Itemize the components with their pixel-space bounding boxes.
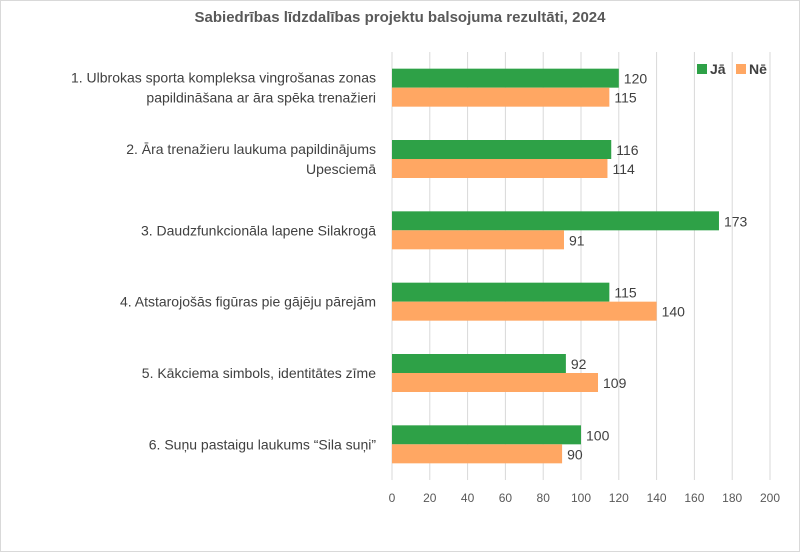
data-label: 115 — [614, 90, 637, 106]
category-label: Upesciemā — [306, 161, 376, 177]
bar-ja — [392, 354, 566, 373]
x-tick-label: 100 — [571, 491, 591, 505]
x-tick-label: 0 — [389, 491, 396, 505]
category-label: papildināšana ar āra spēka trenažieri — [146, 90, 376, 106]
x-tick-label: 120 — [609, 491, 629, 505]
bar-ne — [392, 159, 608, 178]
data-label: 116 — [616, 142, 639, 158]
bar-ne — [392, 230, 564, 250]
category-label: 5. Kākciema simbols, identitātes zīme — [142, 365, 376, 381]
bar-ne — [392, 373, 599, 392]
x-tick-label: 40 — [461, 491, 475, 505]
x-tick-label: 140 — [647, 491, 667, 505]
data-label: 120 — [624, 71, 648, 87]
bar-ja — [392, 68, 619, 88]
category-label: 1. Ulbrokas sporta kompleksa vingrošanas… — [71, 70, 376, 86]
data-label: 92 — [571, 356, 587, 372]
chart-title: Sabiedrības līdzdalības projektu balsoju… — [194, 9, 606, 26]
x-tick-label: 20 — [423, 491, 437, 505]
bar-ja — [392, 140, 612, 159]
data-label: 90 — [567, 446, 583, 462]
data-label: 173 — [724, 213, 748, 229]
category-label: 6. Suņu pastaigu laukums “Sila suņi” — [149, 436, 377, 452]
bar-ja — [392, 282, 610, 302]
legend: Jā Nē — [697, 61, 767, 77]
bar-ne — [392, 301, 657, 321]
bar-ne — [392, 87, 610, 107]
x-tick-label: 60 — [499, 491, 513, 505]
category-label: 4. Atstarojošās figūras pie gājēju pārej… — [120, 294, 376, 310]
bar-ja — [392, 211, 719, 231]
data-label: 115 — [614, 285, 637, 301]
category-label: 3. Daudzfunkcionāla lapene Silakrogā — [141, 222, 376, 238]
x-tick-label: 80 — [537, 491, 551, 505]
x-tick-label: 160 — [684, 491, 704, 505]
x-tick-label: 180 — [722, 491, 742, 505]
x-tick-label: 200 — [760, 491, 780, 505]
data-label: 100 — [586, 427, 610, 443]
data-label: 91 — [569, 232, 585, 248]
legend-swatch — [736, 64, 746, 74]
labels: 0 20 40 60 80 100 120 140 160 180 200 120 115 1. Ulbr… — [71, 70, 780, 505]
category-label: 2. Āra trenažieru laukuma papildinājums — [126, 141, 376, 157]
legend-label: Nē — [749, 61, 767, 77]
bars — [392, 68, 719, 464]
data-label: 114 — [612, 161, 635, 177]
gridlines — [391, 52, 771, 480]
data-label: 109 — [603, 375, 627, 391]
bar-ne — [392, 444, 563, 464]
data-label: 140 — [662, 304, 686, 320]
bar-ja — [392, 425, 581, 445]
legend-swatch — [697, 64, 707, 74]
legend-label: Jā — [710, 61, 726, 77]
